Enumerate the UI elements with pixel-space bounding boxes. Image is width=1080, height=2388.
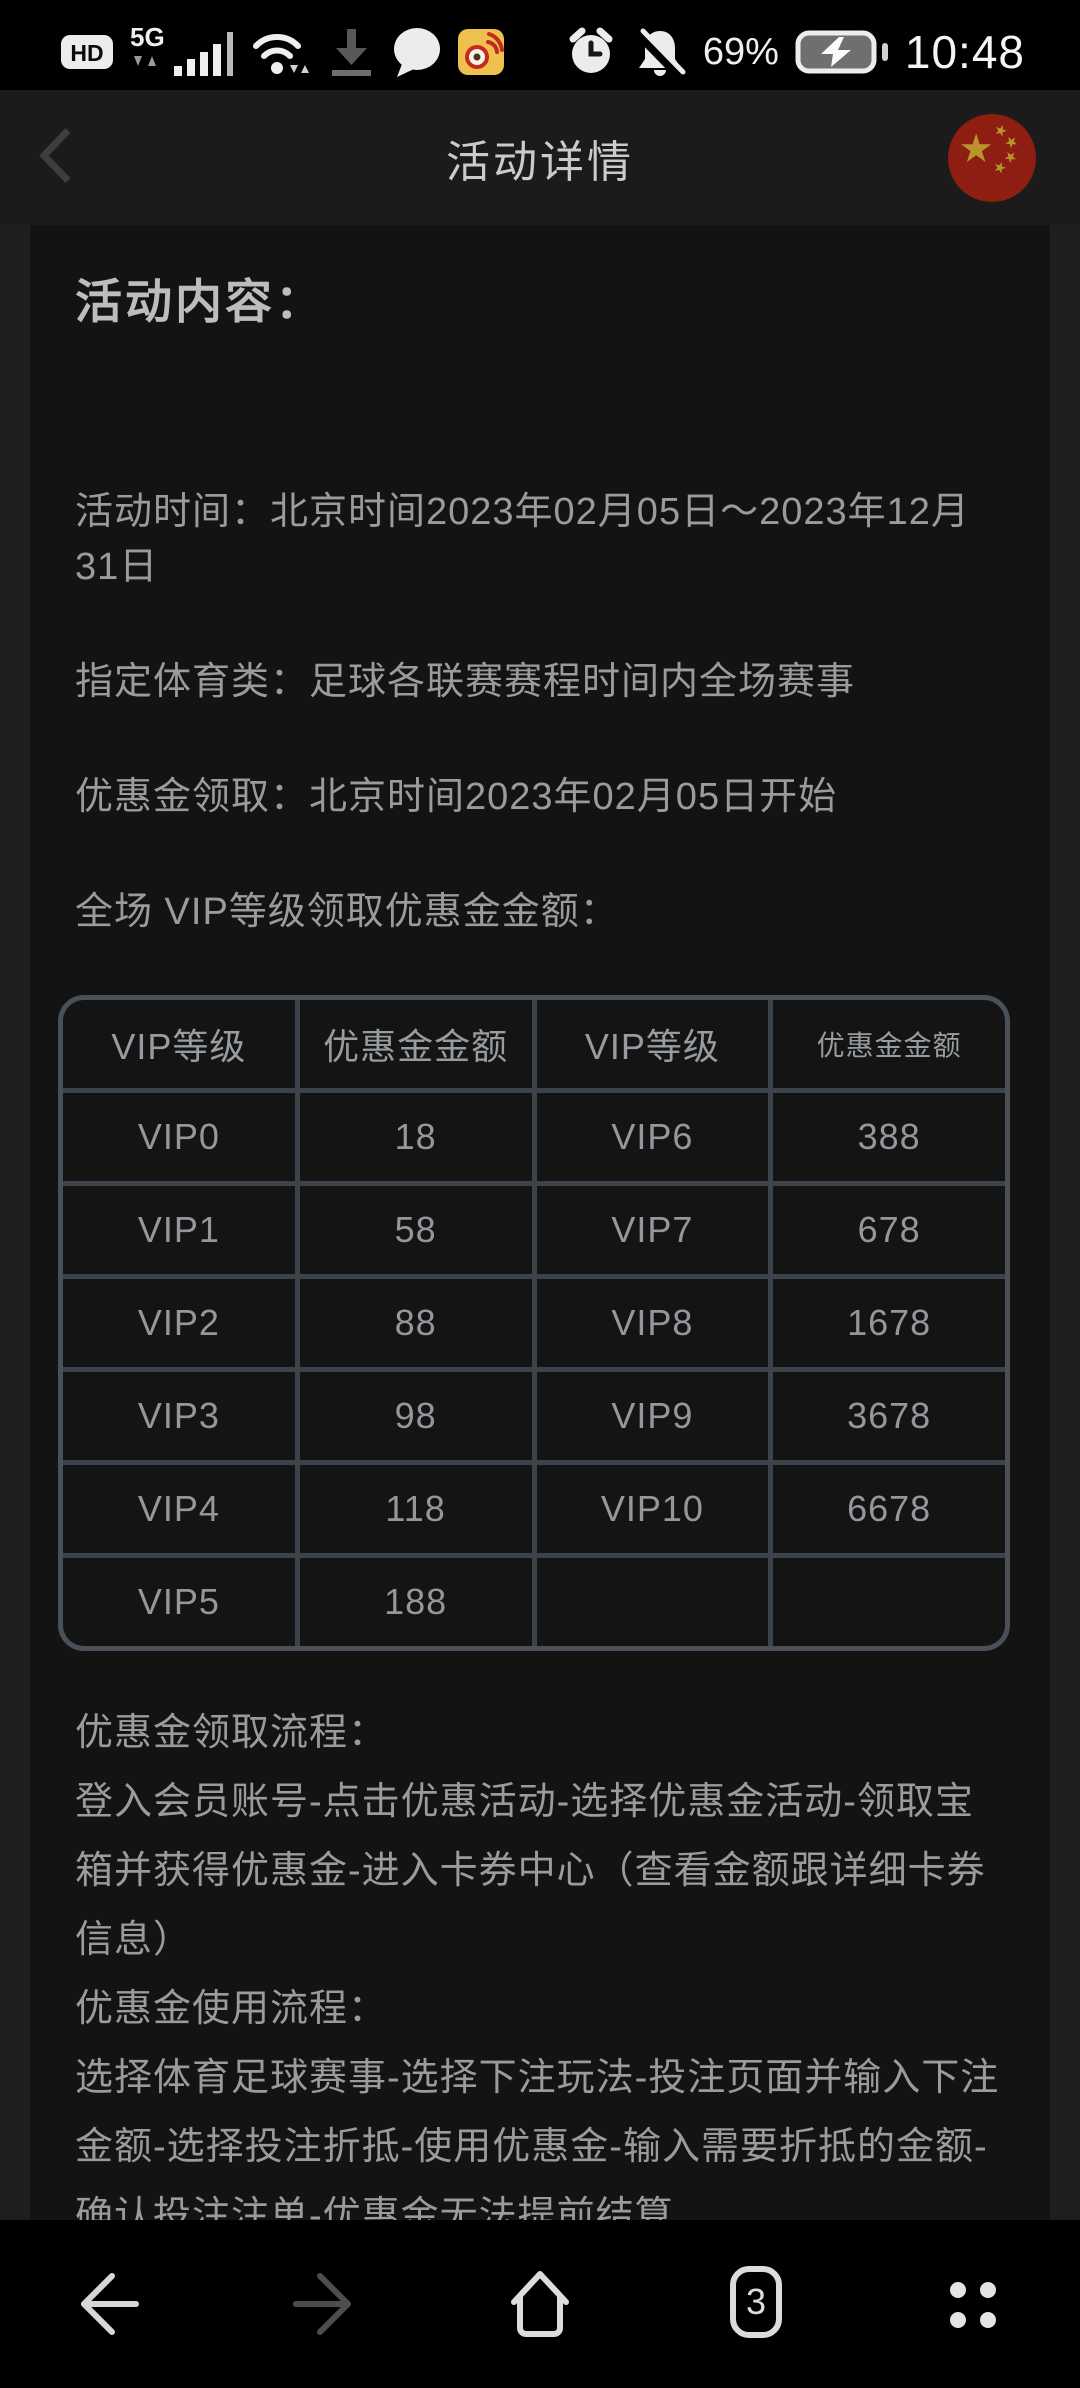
content-heading: 活动内容： xyxy=(75,275,325,328)
app-header: 活动详情 xyxy=(0,90,1080,225)
vip-amount-intro-line: 全场 VIP等级领取优惠金金额： xyxy=(75,891,619,933)
vip-table-wrap: VIP等级 优惠金金额 VIP等级 优惠金金额 VIP0 18 VIP6 388… xyxy=(58,995,1010,1651)
wifi-icon xyxy=(253,34,309,74)
nav-forward-button[interactable] xyxy=(216,2262,432,2346)
nav-menu-button[interactable] xyxy=(864,2256,1080,2352)
battery-charging-icon xyxy=(795,30,888,74)
table-cell: VIP4 xyxy=(63,1465,295,1553)
hd-icon: HD xyxy=(61,35,113,69)
table-cell: VIP5 xyxy=(63,1558,295,1646)
signal-5g-icon: 5G xyxy=(130,24,233,76)
language-flag-button[interactable] xyxy=(948,113,1036,202)
page-title: 活动详情 xyxy=(446,137,634,187)
status-left: HD 5G xyxy=(60,24,504,80)
home-icon xyxy=(511,2271,569,2337)
table-cell: 1678 xyxy=(773,1279,1005,1367)
bonus-flow-section: 优惠金领取流程： 登入会员账号-点击优惠活动-选择优惠金活动-领取宝箱并获得优惠… xyxy=(75,1699,1010,2220)
table-cell: 188 xyxy=(299,1558,532,1646)
svg-text:5G: 5G xyxy=(130,24,165,52)
table-cell: 3678 xyxy=(773,1372,1005,1460)
back-chevron-icon[interactable] xyxy=(36,124,76,191)
table-cell: VIP2 xyxy=(63,1279,295,1367)
table-cell: VIP9 xyxy=(536,1372,769,1460)
status-right: 69% 10:48 xyxy=(565,25,1025,79)
table-header-cell: VIP等级 xyxy=(63,1000,295,1088)
menu-dots-icon xyxy=(950,2282,996,2328)
vip-bonus-table: VIP等级 优惠金金额 VIP等级 优惠金金额 VIP0 18 VIP6 388… xyxy=(58,995,1010,1651)
table-cell: 58 xyxy=(299,1186,532,1274)
table-cell: 6678 xyxy=(773,1465,1005,1553)
table-header-cell: VIP等级 xyxy=(536,1000,769,1088)
nav-back-button[interactable] xyxy=(0,2262,216,2346)
back-arrow-icon xyxy=(81,2273,139,2335)
svg-text:HD: HD xyxy=(70,40,103,66)
weibo-icon xyxy=(458,29,504,75)
sport-type-line: 指定体育类：足球各联赛赛程时间内全场赛事 xyxy=(75,661,856,703)
table-cell: VIP7 xyxy=(536,1186,769,1274)
table-cell: 88 xyxy=(299,1279,532,1367)
table-header-cell: 优惠金金额 xyxy=(773,1000,1005,1088)
china-flag-icon xyxy=(948,113,1036,202)
claim-flow-title: 优惠金领取流程： xyxy=(75,1712,388,1754)
use-flow-steps: 选择体育足球赛事-选择下注玩法-投注页面并输入下注金额-选择投注折抵-使用优惠金… xyxy=(75,2057,1000,2220)
notifications-muted-icon xyxy=(636,28,686,78)
activity-time-line: 活动时间：北京时间2023年02月05日～2023年12月31日 xyxy=(75,491,970,588)
table-cell: VIP10 xyxy=(536,1465,769,1553)
clock-time: 10:48 xyxy=(904,26,1025,78)
page-body: 活动内容： 活动时间：北京时间2023年02月05日～2023年12月31日 指… xyxy=(0,225,1080,2220)
table-cell xyxy=(536,1558,769,1646)
table-cell: VIP3 xyxy=(63,1372,295,1460)
browser-nav-bar: 3 xyxy=(0,2220,1080,2388)
alarm-clock-icon xyxy=(569,27,613,73)
table-cell: 118 xyxy=(299,1465,532,1553)
table-cell: 678 xyxy=(773,1186,1005,1274)
claim-flow-steps: 登入会员账号-点击优惠活动-选择优惠金活动-领取宝箱并获得优惠金-进入卡券中心（… xyxy=(75,1781,986,1961)
table-cell: 388 xyxy=(773,1093,1005,1181)
battery-percent: 69% xyxy=(702,30,779,73)
forward-arrow-icon xyxy=(293,2273,351,2335)
table-cell: 98 xyxy=(299,1372,532,1460)
table-cell: VIP8 xyxy=(536,1279,769,1367)
table-cell: 18 xyxy=(299,1093,532,1181)
table-cell: VIP0 xyxy=(63,1093,295,1181)
nav-home-button[interactable] xyxy=(432,2256,648,2352)
bonus-claim-line: 优惠金领取：北京时间2023年02月05日开始 xyxy=(75,776,838,818)
table-cell: VIP1 xyxy=(63,1186,295,1274)
tab-count-icon: 3 xyxy=(730,2266,782,2338)
activity-detail-panel: 活动内容： 活动时间：北京时间2023年02月05日～2023年12月31日 指… xyxy=(30,225,1050,2220)
nav-tabs-button[interactable]: 3 xyxy=(648,2256,864,2352)
message-bubble-icon xyxy=(394,28,440,77)
download-icon xyxy=(332,29,371,76)
use-flow-title: 优惠金使用流程： xyxy=(75,1988,388,2030)
table-cell: VIP6 xyxy=(536,1093,769,1181)
table-header-cell: 优惠金金额 xyxy=(299,1000,532,1088)
table-cell xyxy=(773,1558,1005,1646)
status-bar: HD 5G xyxy=(0,0,1080,90)
tab-count-label: 3 xyxy=(746,2281,766,2322)
